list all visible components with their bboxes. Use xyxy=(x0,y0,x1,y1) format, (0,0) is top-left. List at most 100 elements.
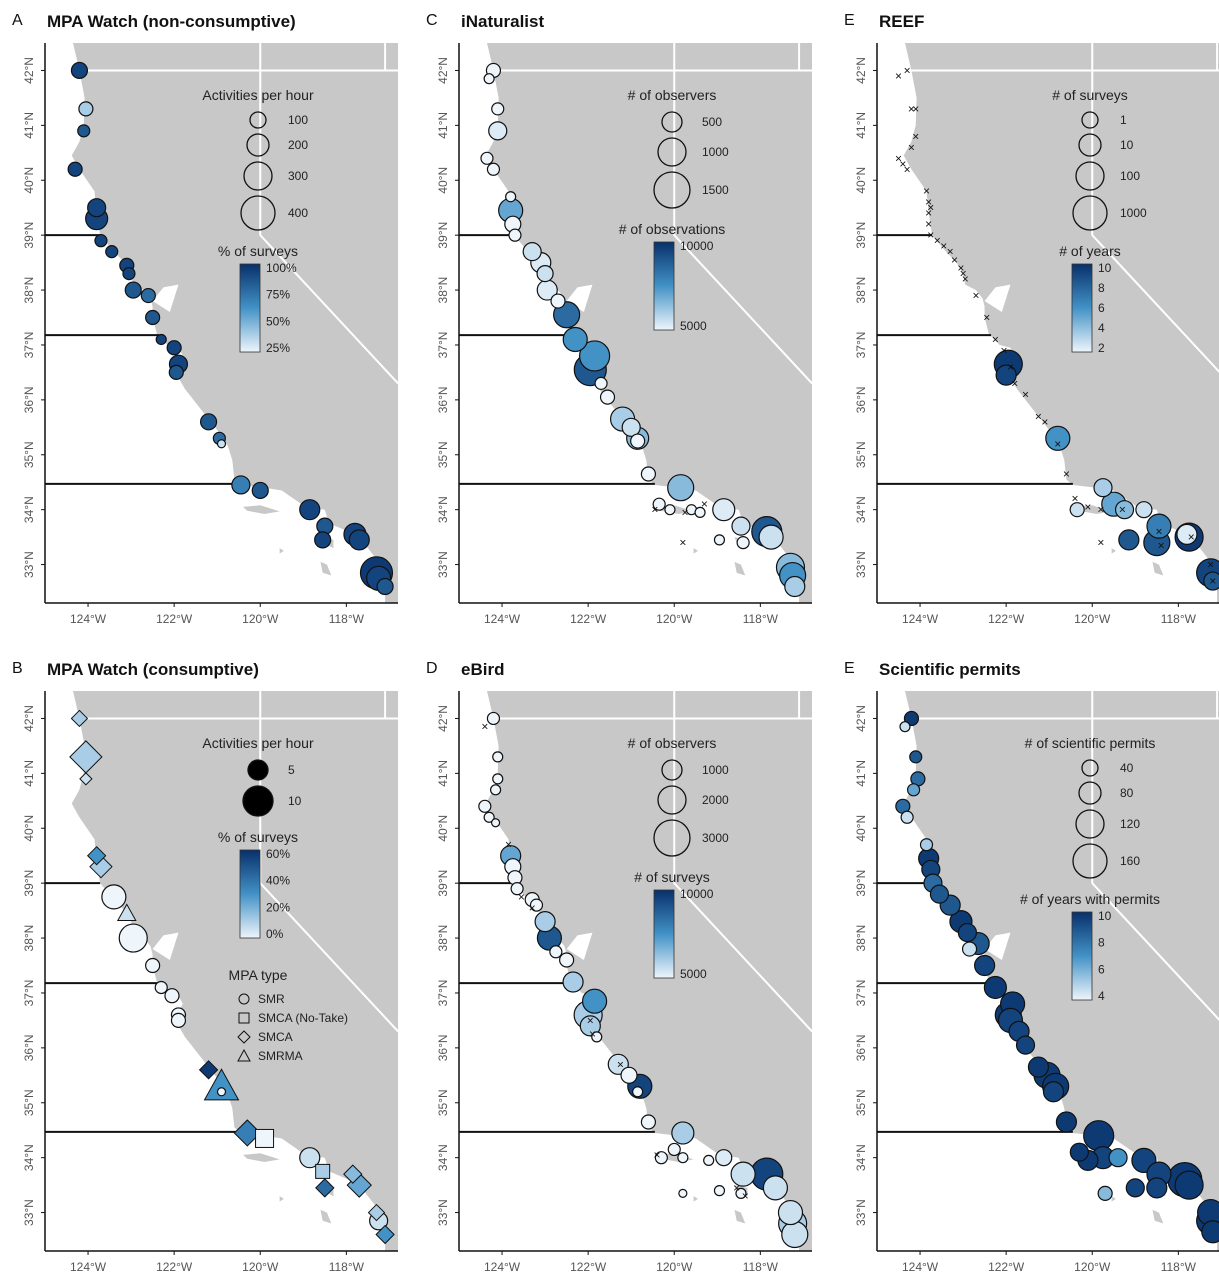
site-marker-circle xyxy=(490,818,501,828)
panel-title: MPA Watch (consumptive) xyxy=(47,660,259,679)
map-inner xyxy=(45,43,398,603)
no-data-x-mark: × xyxy=(983,311,990,325)
lat-tick-label: 38°N xyxy=(22,925,36,952)
site-marker-circle xyxy=(957,922,978,943)
site-marker-circle xyxy=(906,783,921,797)
site-marker-circle xyxy=(87,198,107,218)
shape-legend-triangle xyxy=(237,1048,251,1062)
lat-tick-label: 42°N xyxy=(854,57,868,84)
site-marker-circle xyxy=(961,941,978,957)
size-legend-title: # of observers xyxy=(628,735,717,751)
site-marker-circle xyxy=(483,811,495,823)
site-marker-circle xyxy=(534,910,556,933)
color-legend-title: # of surveys xyxy=(634,869,709,885)
site-marker-triangle xyxy=(203,1068,240,1101)
shape-legend-circle xyxy=(238,993,250,1005)
site-marker-circle xyxy=(70,61,89,80)
no-data-x-mark: × xyxy=(1063,467,1070,481)
panel-letter: E xyxy=(844,12,855,29)
panel-letter: C xyxy=(426,12,438,29)
site-marker-circle xyxy=(216,439,227,449)
lon-tick-label: 124°W xyxy=(484,612,521,626)
no-data-x-mark: × xyxy=(908,102,915,116)
lon-tick-label: 120°W xyxy=(656,612,693,626)
lat-tick-label: 36°N xyxy=(854,1034,868,1061)
lat-tick-label: 35°N xyxy=(436,441,450,468)
island-shape xyxy=(243,1153,280,1163)
site-marker-circle xyxy=(536,264,554,283)
site-marker-circle xyxy=(251,481,269,500)
size-legend-label: 1000 xyxy=(702,763,729,777)
site-marker-circle xyxy=(1055,1111,1078,1133)
lon-tick-label: 124°W xyxy=(70,1260,107,1274)
lat-tick-label: 34°N xyxy=(22,1144,36,1171)
lat-tick-label: 42°N xyxy=(854,705,868,732)
site-marker-circle xyxy=(122,266,136,281)
site-marker-circle xyxy=(562,326,588,353)
no-data-x-mark: × xyxy=(518,890,525,904)
size-legend-circle xyxy=(1078,133,1102,157)
no-data-x-mark: × xyxy=(1084,500,1091,514)
no-data-x-mark: × xyxy=(925,195,932,209)
size-legend-circle xyxy=(243,161,273,191)
colorbar-tick-label: 8 xyxy=(1098,281,1105,295)
size-legend-circle xyxy=(240,195,276,231)
map-group: × × × × 42°N 41°N 40°N 39°N 38°N 37°N 36°N 35°N 34°N… xyxy=(436,43,812,626)
no-data-x-mark: × xyxy=(912,129,919,143)
size-legend-circle xyxy=(657,785,687,815)
lat-tick-label: 36°N xyxy=(22,1034,36,1061)
shape-legend-diamond xyxy=(237,1030,251,1044)
lat-tick-label: 39°N xyxy=(436,870,450,897)
island-shape xyxy=(243,505,280,515)
site-marker-circle xyxy=(505,191,517,203)
site-marker-circle xyxy=(713,534,726,546)
lon-tick-label: 118°W xyxy=(329,1260,365,1274)
panel-title: MPA Watch (non-consumptive) xyxy=(47,12,296,31)
no-data-x-mark: × xyxy=(1041,415,1048,429)
island-shape xyxy=(1152,561,1164,576)
lat-tick-label: 33°N xyxy=(854,551,868,578)
panel-mpa-watch-nonconsumptive: A MPA Watch (non-consumptive) 42°N 41°N 40… xyxy=(0,0,406,640)
site-marker-circle xyxy=(550,293,566,309)
no-data-x-mark: × xyxy=(947,245,954,259)
lat-tick-label: 39°N xyxy=(22,870,36,897)
shape-legend-label: SMRMA xyxy=(258,1049,303,1063)
size-legend-label: 100 xyxy=(288,113,308,127)
site-marker-circle xyxy=(164,988,180,1004)
lat-tick-label: 37°N xyxy=(436,980,450,1007)
site-marker-circle xyxy=(1093,478,1113,498)
site-marker-circle xyxy=(166,340,182,356)
no-data-x-mark: × xyxy=(895,69,902,83)
panel-letter: D xyxy=(426,660,438,677)
site-marker-circle xyxy=(630,433,646,449)
lat-tick-label: 36°N xyxy=(436,386,450,413)
site-marker-diamond xyxy=(198,1060,219,1080)
site-marker-circle xyxy=(620,1066,638,1084)
lat-tick-label: 39°N xyxy=(854,222,868,249)
site-marker-diamond xyxy=(367,1203,386,1222)
site-marker-diamond xyxy=(89,854,113,879)
lat-tick-label: 35°N xyxy=(436,1089,450,1116)
lat-tick-label: 40°N xyxy=(22,167,36,194)
size-legend-circle xyxy=(246,133,270,157)
map-group: 42°N 41°N 40°N 39°N 38°N 37°N 36°N 35°N 34°N 33°N… xyxy=(22,691,398,1274)
site-marker-circle xyxy=(491,102,505,116)
size-legend-label: 1000 xyxy=(702,145,729,159)
size-legend-circle xyxy=(1072,843,1108,879)
size-legend-label: 300 xyxy=(288,169,308,183)
colorbar-tick-label: 4 xyxy=(1098,321,1105,335)
size-legend-circle xyxy=(1081,759,1099,777)
site-marker-circle xyxy=(784,575,806,598)
no-data-x-mark: × xyxy=(742,1189,749,1203)
no-data-x-mark: × xyxy=(904,162,911,176)
island-shape xyxy=(1111,1196,1116,1202)
site-marker-circle xyxy=(667,1142,681,1157)
no-data-x-mark: × xyxy=(651,503,658,517)
size-legend-title: # of scientific permits xyxy=(1025,735,1156,751)
size-legend-label: 500 xyxy=(702,115,722,129)
size-legend-circle xyxy=(1081,111,1099,129)
lon-tick-label: 120°W xyxy=(1074,1260,1111,1274)
lat-tick-label: 35°N xyxy=(854,441,868,468)
size-legend-label: 1 xyxy=(1120,113,1127,127)
size-legend-circle xyxy=(242,785,274,817)
